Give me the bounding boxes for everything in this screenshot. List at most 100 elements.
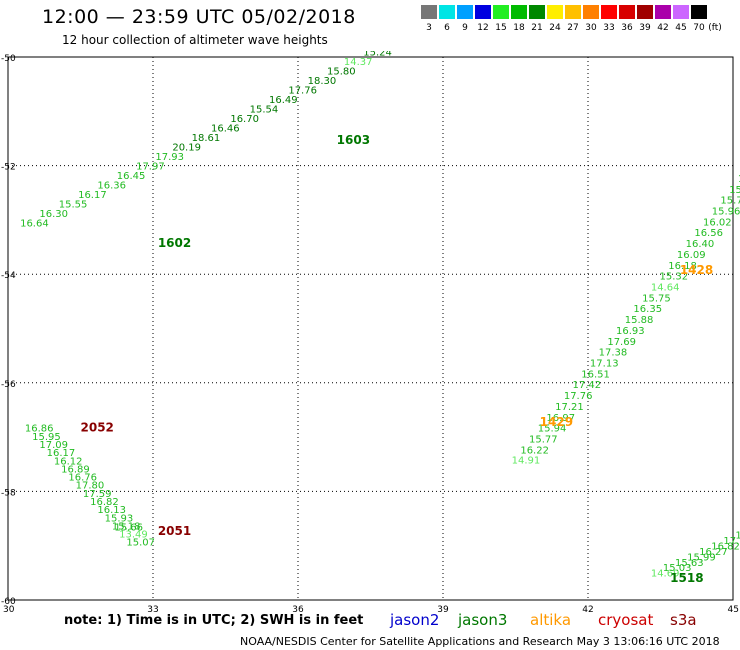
swh-reading: 15.55	[59, 199, 88, 210]
swh-reading: 15.77	[529, 435, 558, 446]
swh-reading: 14.64	[651, 282, 680, 293]
swh-reading: 15.75	[642, 293, 671, 304]
swh-reading: 14.91	[512, 456, 541, 467]
swh-reading: 16.70	[230, 114, 259, 125]
swh-reading: 14.37	[344, 57, 373, 68]
swh-reading: 17.15	[723, 536, 740, 547]
swh-reading: 17.76	[288, 85, 317, 96]
legend-swatch	[565, 5, 581, 19]
note-text: note: 1) Time is in UTC; 2) SWH is in fe…	[64, 613, 364, 628]
pass-time-label: 1429	[540, 415, 573, 429]
pass-time-label: 1518	[670, 571, 703, 585]
swh-reading: 16.46	[211, 123, 240, 134]
pass-time-label: 1602	[158, 236, 191, 250]
x-tick-label: 36	[292, 605, 304, 615]
legend-level-label: 33	[603, 23, 615, 33]
pass-time-label: 2052	[81, 421, 114, 435]
legend-level-label: 21	[531, 23, 543, 33]
y-tick-label: -50	[1, 54, 16, 64]
legend-swatch	[493, 5, 509, 19]
legend-swatch	[475, 5, 491, 19]
x-tick-label: 45	[728, 605, 739, 615]
swh-reading: 15.72	[720, 196, 740, 207]
swh-reading: 15.03	[663, 563, 692, 574]
swh-reading: 15.66	[114, 522, 143, 533]
swh-reading: 16.30	[39, 209, 68, 220]
legend-level-label: 9	[462, 23, 468, 33]
legend-swatch	[457, 5, 473, 19]
swh-reading: 15.32	[660, 272, 689, 283]
legend-swatch	[619, 5, 635, 19]
legend-level-label: 18	[513, 23, 525, 33]
x-tick-label: 42	[582, 605, 593, 615]
legend-level-label: 36	[621, 23, 633, 33]
swh-reading: 15.96	[712, 206, 740, 217]
swh-reading: 16.49	[269, 95, 298, 106]
swh-reading: 15.07	[126, 538, 155, 549]
swh-reading: 17.69	[607, 337, 636, 348]
legend-unit: (ft)	[708, 23, 722, 33]
swh-reading: 15.63	[675, 558, 704, 569]
swh-reading: 17.76	[564, 391, 593, 402]
swh-reading: 12.71	[479, 0, 508, 1]
map-title: 12:00 — 23:59 UTC 05/02/2018	[42, 6, 356, 28]
map-subtitle: 12 hour collection of altimeter wave hei…	[62, 33, 328, 47]
swh-reading: 15.95	[32, 432, 61, 443]
credit-line: NOAA/NESDIS Center for Satellite Applica…	[240, 635, 720, 648]
swh-reading: 17.93	[155, 152, 184, 163]
swh-reading: 16.22	[520, 445, 549, 456]
swh-reading: 20.19	[172, 142, 201, 153]
swh-reading: 16.33	[421, 19, 450, 30]
swh-reading: 15.93	[402, 28, 431, 39]
swh-reading: 17.13	[590, 359, 619, 370]
legend-swatch	[691, 5, 707, 19]
readings-layer: 16.6416.3015.5516.1716.3616.4517.9717.93…	[20, 0, 740, 585]
swh-reading: 16.64	[20, 218, 49, 229]
legend-swatch	[673, 5, 689, 19]
swh-reading: 16.17	[738, 174, 740, 185]
map-frame	[7, 56, 734, 601]
y-tick-label: -60	[1, 597, 16, 607]
swh-reading: 15.46	[383, 38, 412, 49]
swh-reading: 15.18	[112, 521, 141, 532]
y-tick-label: -56	[1, 380, 16, 390]
swh-reading: 16.17	[78, 190, 107, 201]
legend-swatch	[583, 5, 599, 19]
legend-swatch	[439, 5, 455, 19]
swh-reading: 17.80	[76, 481, 105, 492]
pass-time-label: 1604	[525, 0, 558, 11]
legend-swatch	[511, 5, 527, 19]
legend-level-label: 70	[693, 23, 705, 33]
swh-reading: 16.89	[61, 464, 90, 475]
swh-reading: 16.12	[54, 456, 83, 467]
legend-level-label: 6	[444, 23, 450, 33]
y-tick-label: -58	[1, 488, 16, 498]
y-tick-label: -54	[1, 271, 16, 281]
legend-swatch	[529, 5, 545, 19]
legend-swatch	[421, 5, 437, 19]
legend-level-label: 39	[639, 23, 651, 33]
swh-reading: 17.21	[555, 402, 584, 413]
footer-note: note: 1) Time is in UTC; 2) SWH is in fe…	[0, 611, 740, 633]
swh-reading: 16.86	[25, 424, 54, 435]
swh-reading: 16.13	[97, 505, 126, 516]
legend-level-label: 24	[549, 23, 561, 33]
legend-swatch	[637, 5, 653, 19]
swh-reading: 16.51	[581, 369, 610, 380]
satellite-legend-cryosat: cryosat	[598, 611, 654, 629]
swh-reading: 15.39	[729, 185, 740, 196]
swh-reading: 17.09	[39, 440, 68, 451]
swh-reading: 15.13	[735, 531, 740, 542]
legend-swatch	[601, 5, 617, 19]
swh-reading: 16.93	[616, 326, 645, 337]
swh-reading: 17.42	[573, 380, 602, 391]
swh-reading: 18.30	[308, 76, 337, 87]
legend-level-label: 3	[426, 23, 432, 33]
legend-level-label: 45	[675, 23, 687, 33]
swh-reading: 16.82	[90, 497, 119, 508]
satellite-legend-s3a: s3a	[670, 611, 697, 629]
swh-reading: 14.59	[460, 0, 489, 11]
swh-reading: 17.38	[599, 348, 628, 359]
swh-reading: 16.23	[441, 9, 470, 20]
